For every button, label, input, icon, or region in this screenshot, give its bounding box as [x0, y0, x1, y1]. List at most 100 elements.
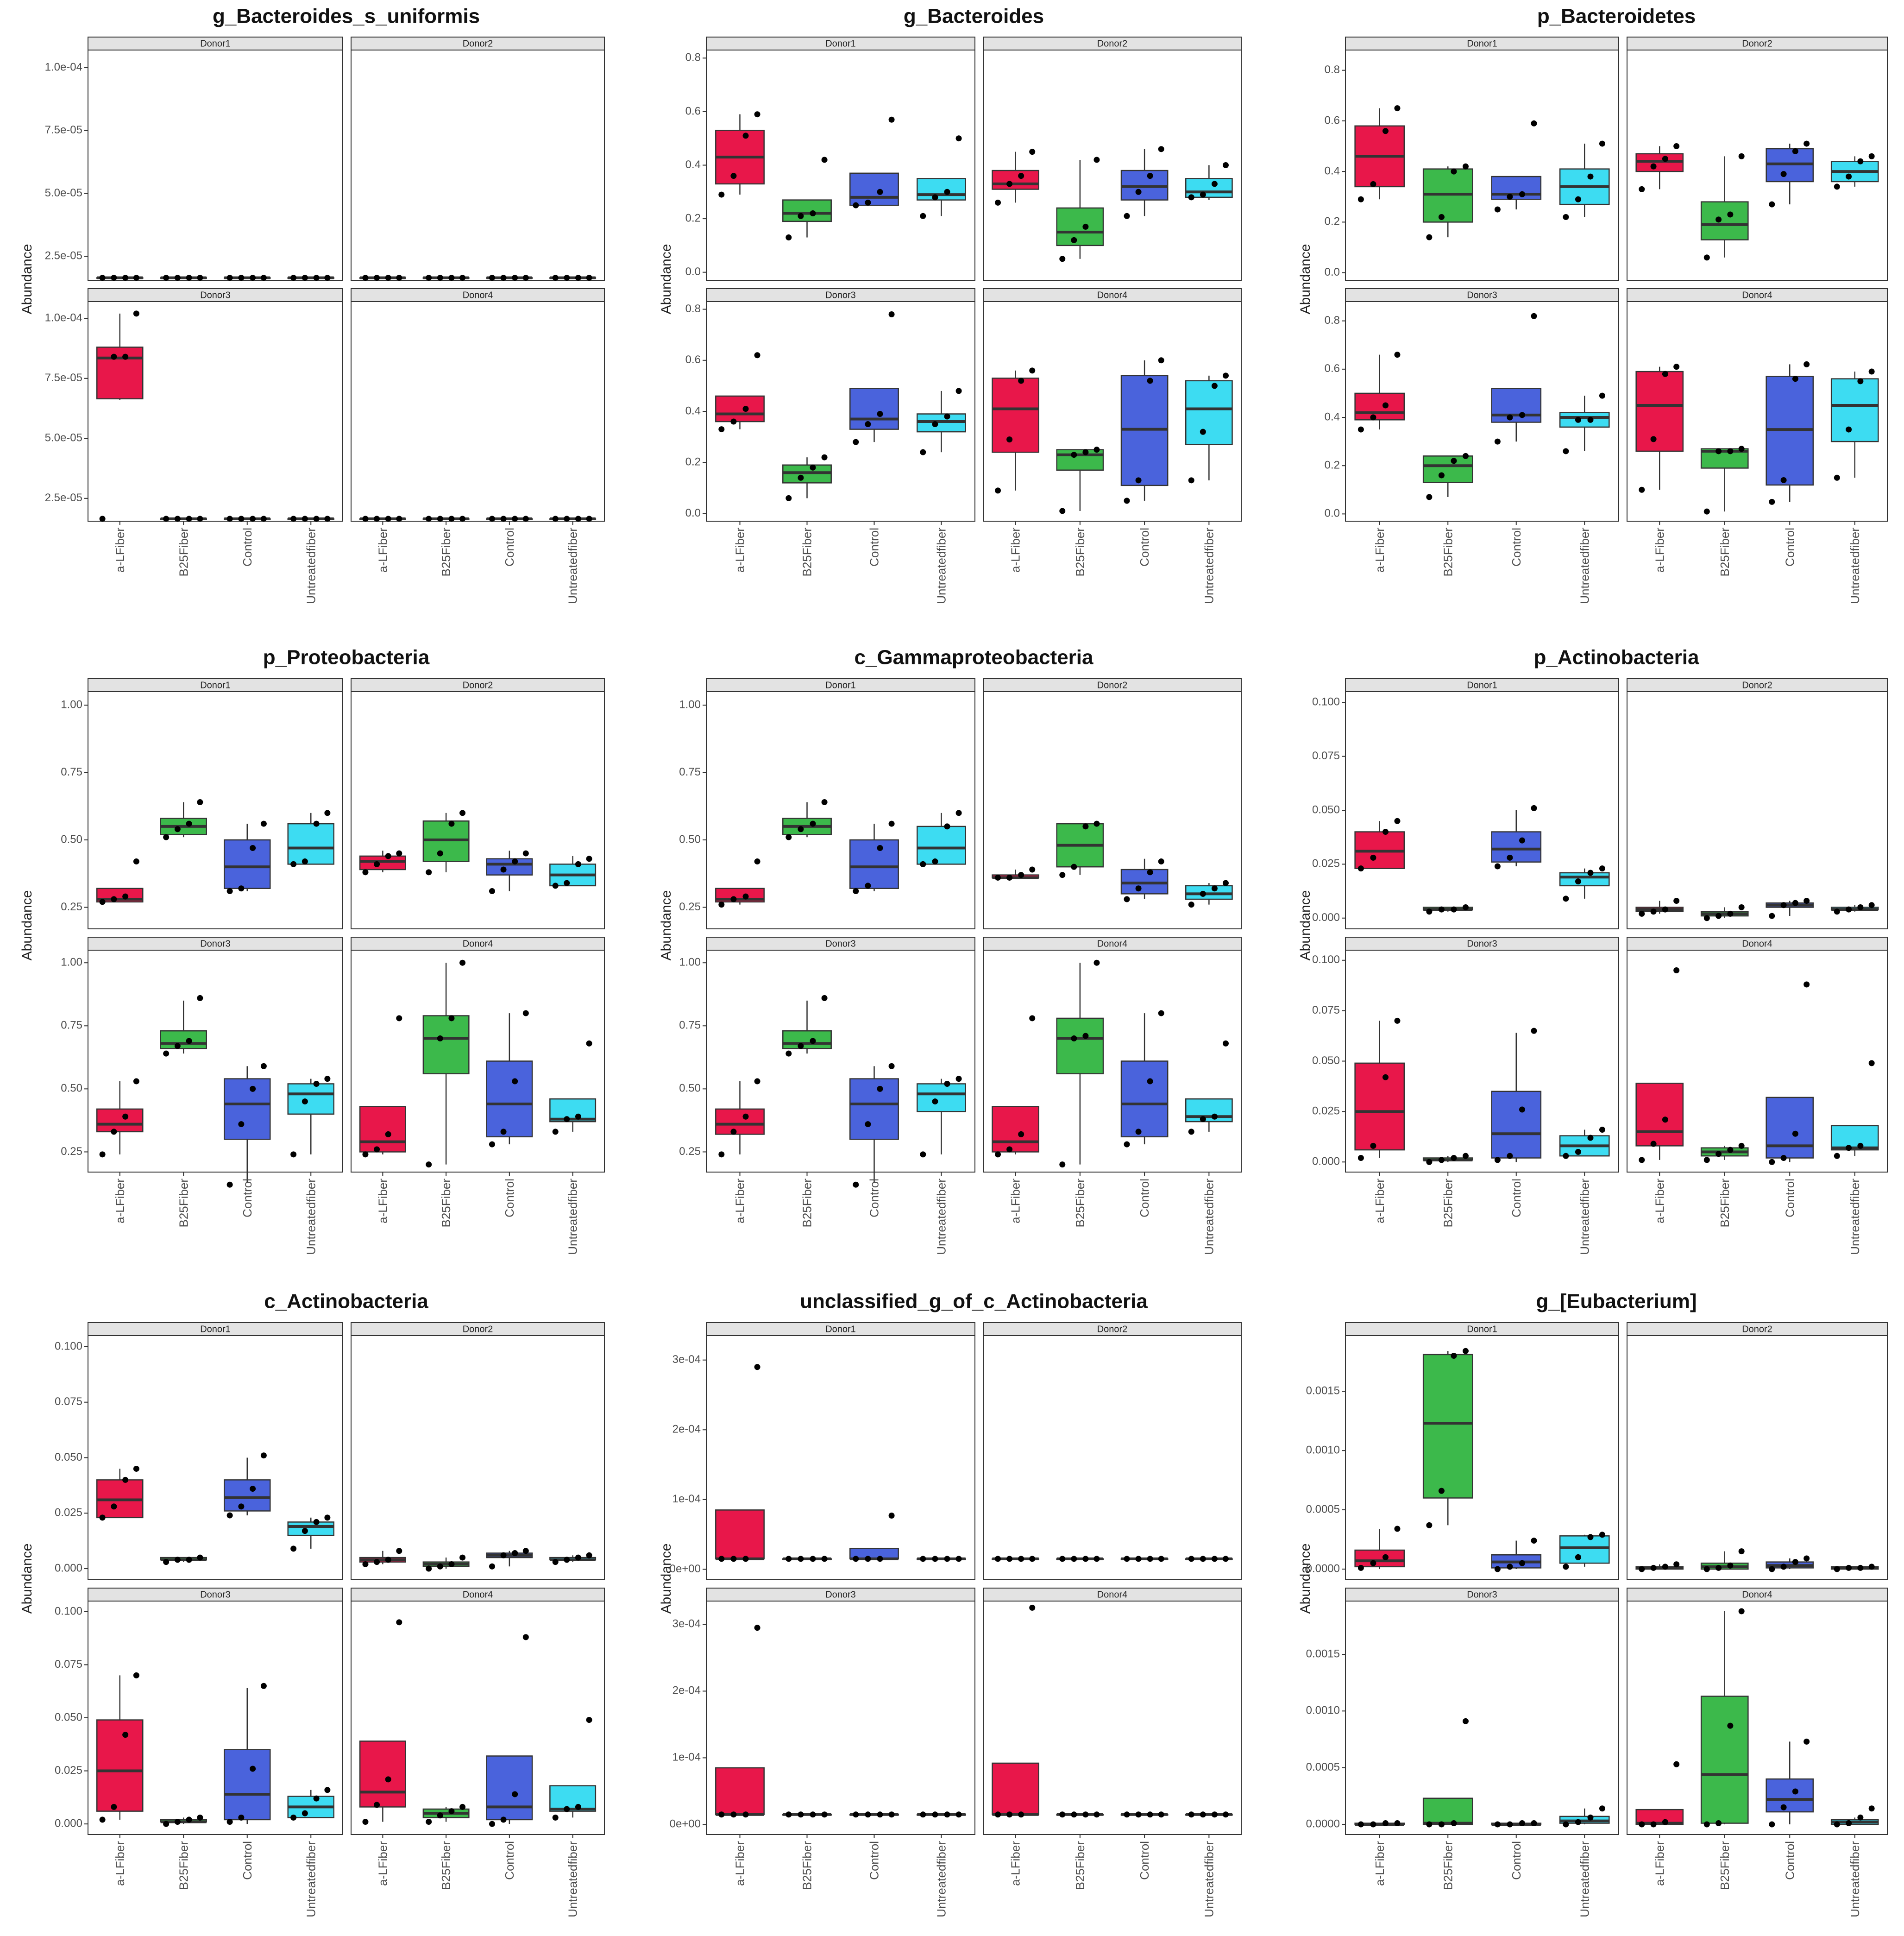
data-point — [1082, 823, 1089, 830]
data-point — [586, 1040, 592, 1047]
data-point — [944, 413, 950, 420]
x-tick-label: Control — [867, 1179, 881, 1217]
data-point — [865, 883, 871, 889]
facet-strip-label: Donor2 — [1742, 1324, 1772, 1334]
y-tick-label: 0.8 — [685, 303, 701, 315]
chart-3: p_Bacteroidetes Abundance Donor1 0.0 0.2 0.4 0… — [1298, 5, 1888, 604]
data-point — [302, 1528, 308, 1534]
data-point — [260, 1452, 267, 1459]
box-b25fiber — [1422, 163, 1473, 240]
data-point — [426, 869, 432, 876]
x-tick-label: a-LFiber — [376, 1841, 390, 1886]
data-point — [1703, 254, 1710, 261]
x-tick-label: Control — [1137, 528, 1151, 567]
x-tick-label: Untreatedfiber — [304, 1179, 318, 1255]
box-body — [287, 1083, 334, 1115]
box-body — [917, 826, 966, 865]
box-body — [1185, 178, 1233, 198]
data-point — [586, 1552, 592, 1558]
box-b25fiber — [1700, 1142, 1749, 1163]
data-point — [1673, 967, 1680, 974]
data-point — [865, 1121, 871, 1128]
data-point — [718, 1151, 725, 1158]
x-tick-label: Control — [867, 1841, 881, 1880]
data-point — [877, 1556, 883, 1562]
y-tick-label: 0e+00 — [670, 1818, 701, 1830]
data-point — [1563, 895, 1569, 902]
box-a-lfiber — [359, 1015, 406, 1158]
box-control — [224, 516, 271, 522]
box-a-lfiber — [992, 1556, 1040, 1562]
y-tick-label: 0.75 — [61, 766, 82, 778]
facet-strip-label: Donor2 — [463, 680, 493, 690]
data-point — [718, 191, 725, 198]
x-tick-label: Control — [503, 1841, 516, 1880]
box-a-lfiber — [1635, 364, 1684, 493]
data-point — [1727, 448, 1734, 454]
data-point — [718, 1811, 725, 1818]
data-point — [1780, 1155, 1787, 1161]
x-tick-label: B25Fiber — [1073, 528, 1087, 577]
data-point — [810, 210, 816, 217]
data-point — [1135, 189, 1142, 195]
data-point — [437, 275, 443, 281]
data-point — [1715, 448, 1722, 454]
y-tick-label: 0.025 — [55, 1507, 82, 1519]
data-point — [1599, 865, 1605, 872]
facet-strip — [351, 37, 605, 50]
data-point — [260, 516, 267, 522]
data-point — [174, 826, 181, 832]
x-tick-label: a-LFiber — [1009, 528, 1023, 573]
data-point — [1200, 191, 1206, 198]
data-point — [174, 1557, 181, 1563]
data-point — [877, 1085, 883, 1092]
data-point — [888, 1811, 895, 1818]
data-point — [1494, 438, 1501, 445]
facet-strip-label: Donor1 — [1467, 680, 1497, 690]
box-control — [486, 275, 533, 281]
box-body — [1700, 1696, 1749, 1824]
data-point — [133, 1672, 139, 1678]
x-tick-label: a-LFiber — [1653, 1841, 1666, 1886]
x-tick-label: B25Fiber — [176, 1179, 190, 1228]
box-untreatedfiber — [1830, 153, 1879, 190]
data-point — [111, 275, 117, 281]
facet-donor2: Donor2 — [1627, 37, 1888, 281]
data-point — [238, 1503, 245, 1510]
data-point — [1124, 1141, 1130, 1148]
data-point — [1857, 904, 1864, 910]
data-point — [1018, 1556, 1024, 1562]
box-a-lfiber — [992, 367, 1040, 494]
x-tick-label: B25Fiber — [1441, 1841, 1455, 1890]
y-tick-label: 0.4 — [1325, 164, 1340, 177]
box-body — [1185, 1098, 1233, 1123]
box-a-lfiber — [992, 866, 1040, 881]
data-point — [522, 1548, 529, 1554]
data-point — [1222, 1811, 1229, 1818]
data-point — [1071, 1035, 1077, 1042]
data-point — [853, 1556, 859, 1562]
data-point — [174, 1819, 181, 1825]
box-body — [1354, 392, 1405, 421]
data-point — [1846, 426, 1852, 433]
box-control — [1491, 120, 1542, 213]
y-tick-label: 0.25 — [679, 901, 701, 913]
x-tick-label: B25Fiber — [439, 528, 453, 577]
data-point — [944, 1811, 950, 1818]
data-point — [742, 893, 749, 900]
panel-background — [88, 50, 343, 281]
data-point — [944, 823, 950, 830]
data-point — [920, 861, 926, 867]
box-body — [917, 178, 966, 201]
box-body — [1700, 201, 1749, 240]
facet-donor2: Donor2 — [1627, 1322, 1888, 1580]
y-axis-label: Abundance — [19, 890, 35, 961]
data-point — [437, 850, 443, 857]
data-point — [1147, 1078, 1153, 1085]
data-point — [1135, 1129, 1142, 1135]
data-point — [1438, 472, 1445, 479]
box-b25fiber — [1422, 1348, 1473, 1528]
y-tick-label: 0.100 — [1312, 696, 1340, 708]
box-body — [992, 1106, 1040, 1153]
data-point — [1715, 1151, 1722, 1157]
